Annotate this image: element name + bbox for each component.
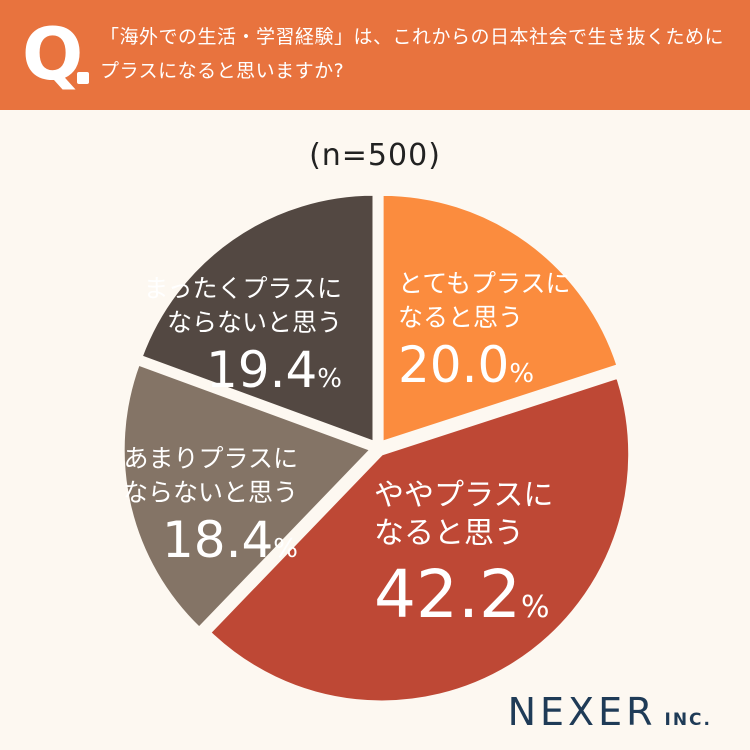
question-line-2: プラスになると思いますか? — [100, 60, 345, 82]
pie-slice-3 — [121, 362, 374, 631]
slice-label-line2: なると思う — [374, 516, 524, 551]
pie-slice-4 — [139, 192, 376, 445]
slice-value: 42.2% — [374, 556, 549, 633]
question-text: 「海外での生活・学習経験」は、これからの日本社会で生き抜くために プラスになると… — [100, 20, 740, 88]
sample-size: (n=500) — [309, 138, 441, 173]
slice-label-line2: なると思う — [398, 303, 523, 332]
logo-suffix: INC. — [664, 710, 712, 730]
question-header: Q 「海外での生活・学習経験」は、これからの日本社会で生き抜くために プラスにな… — [0, 0, 750, 110]
slice-label-line1: あまりプラスに — [123, 444, 298, 473]
slice-label-line2: ならないと思う — [123, 478, 298, 507]
q-dot — [77, 72, 89, 84]
slice-value: 18.4% — [162, 511, 298, 569]
slice-value: 19.4% — [206, 341, 342, 399]
pie-slice-2 — [207, 375, 632, 704]
slice-label-line2: ならないと思う — [167, 308, 342, 337]
question-line-1: 「海外での生活・学習経験」は、これからの日本社会で生き抜くために — [100, 26, 725, 48]
slice-label-line1: まったくプラスに — [143, 274, 342, 303]
logo-name: NEXER — [507, 690, 657, 734]
pie-slice-1 — [380, 192, 620, 445]
slice-label-line1: とてもプラスに — [398, 269, 571, 298]
slice-label-line1: ややプラスに — [374, 478, 553, 513]
q-mark: Q — [22, 12, 84, 96]
nexer-logo: NEXER INC. — [508, 690, 712, 734]
slice-value: 20.0% — [398, 336, 534, 394]
